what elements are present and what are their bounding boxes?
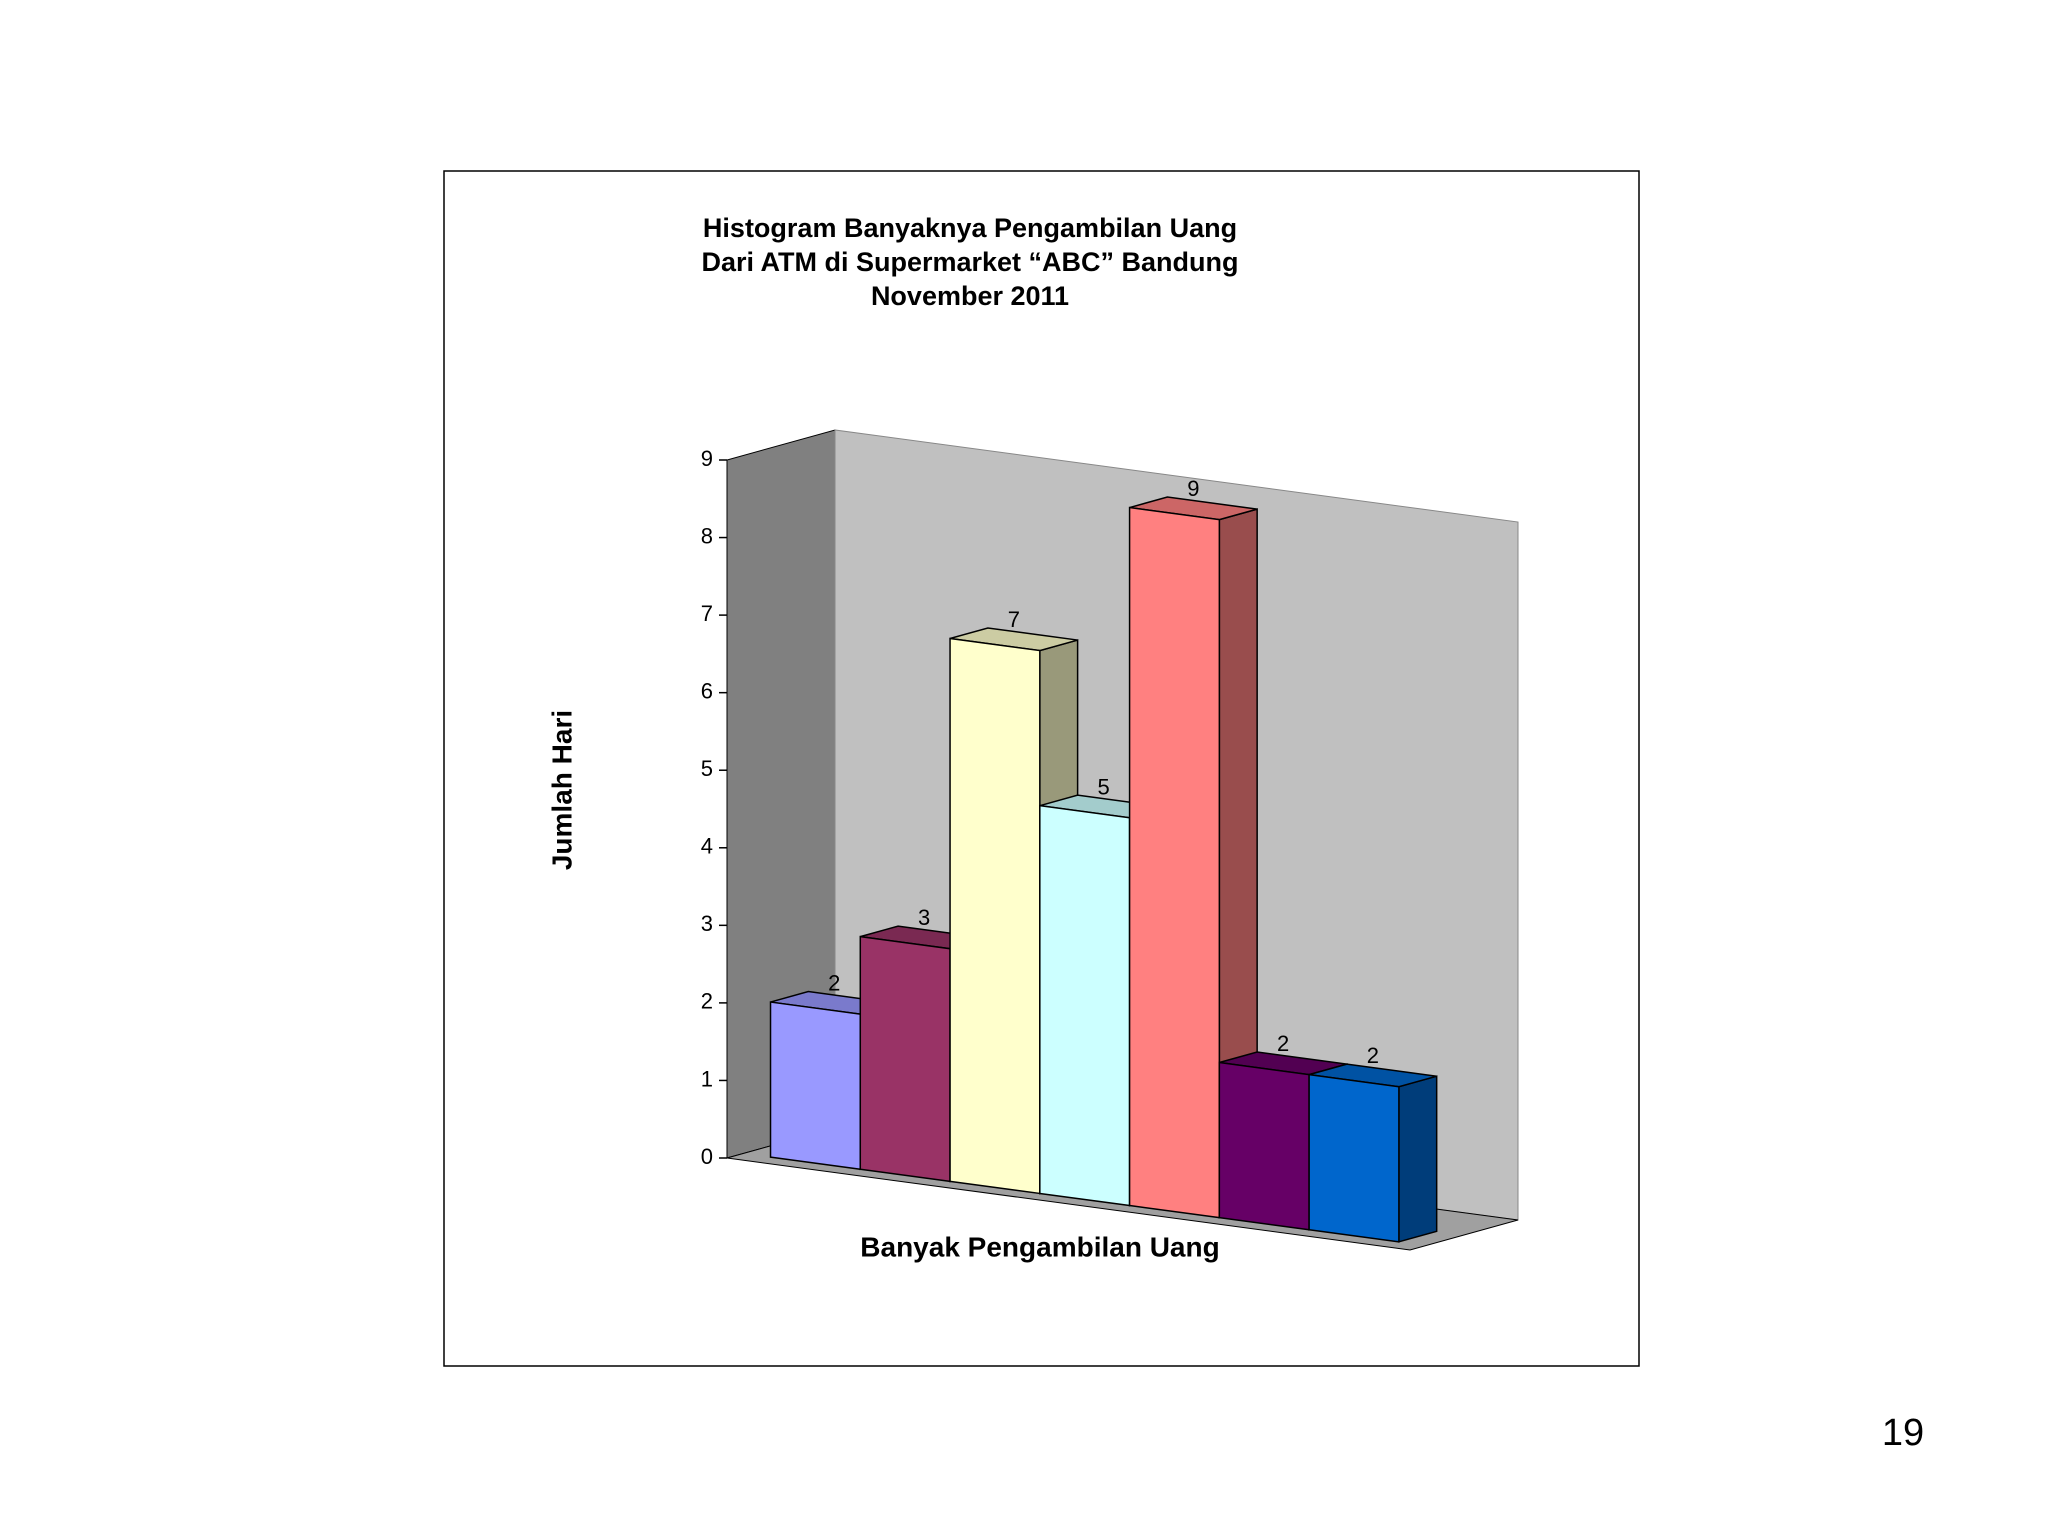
y-tick-label: 1 [701, 1066, 713, 1091]
page-number: 19 [1882, 1412, 1924, 1454]
bar [1308, 1073, 1400, 1243]
y-tick-label: 2 [701, 989, 713, 1014]
x-axis-label: Banyak Pengambilan Uang [860, 1231, 1219, 1262]
chart-title: Histogram Banyaknya Pengambilan Uang [703, 213, 1237, 243]
y-tick-label: 0 [701, 1144, 713, 1169]
y-tick-label: 5 [701, 756, 713, 781]
chart-title: Dari ATM di Supermarket “ABC” Bandung [701, 247, 1238, 277]
data-label: 2 [1367, 1043, 1379, 1068]
data-label: 3 [918, 905, 930, 930]
bar-side [1398, 1075, 1438, 1243]
y-tick-label: 7 [701, 601, 713, 626]
bar [859, 935, 951, 1183]
data-label: 2 [828, 971, 840, 996]
bar [1128, 506, 1221, 1219]
bar [1039, 804, 1131, 1207]
y-tick-label: 6 [701, 678, 713, 703]
data-label: 9 [1187, 476, 1199, 501]
y-tick-label: 3 [701, 911, 713, 936]
bar [949, 637, 1041, 1195]
y-axis-label: Jumlah Hari [546, 710, 577, 870]
y-tick-label: 9 [701, 446, 713, 471]
y-tick-label: 4 [701, 834, 713, 859]
data-label: 7 [1008, 607, 1020, 632]
data-label: 2 [1277, 1031, 1289, 1056]
chart-title: November 2011 [871, 281, 1069, 311]
y-tick-label: 8 [701, 523, 713, 548]
plot-area: 0 1 2 3 4 5 6 7 8 9 2 3 7 5 9 2 2 [701, 429, 1519, 1251]
data-label: 5 [1097, 774, 1109, 799]
bar [1218, 1061, 1310, 1231]
bar [769, 1001, 862, 1171]
